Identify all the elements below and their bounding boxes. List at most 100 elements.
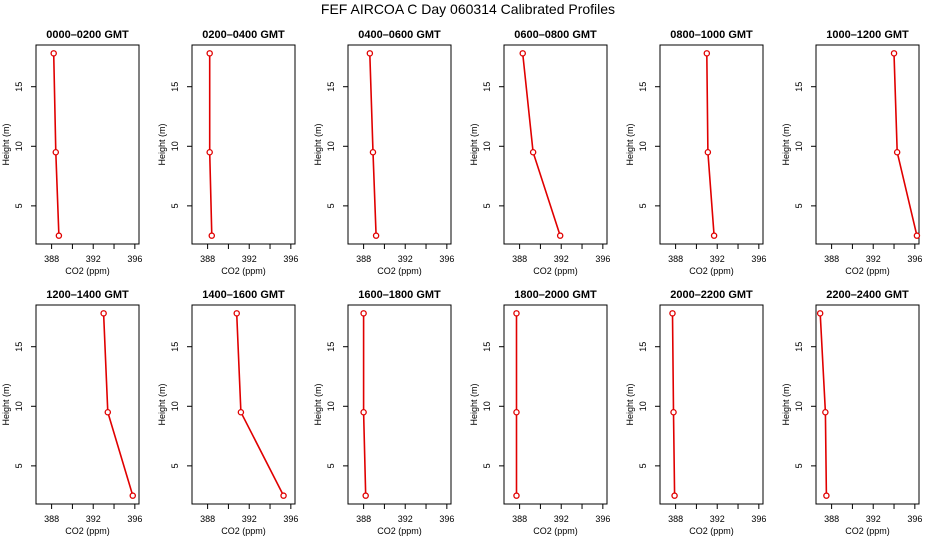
co2-profile-line — [521, 53, 561, 236]
y-tick-label: 10 — [794, 401, 804, 411]
data-point — [529, 148, 537, 156]
x-tick-label: 396 — [595, 254, 610, 264]
y-axis-label: Height (m) — [313, 123, 323, 165]
y-tick-label: 5 — [170, 463, 180, 468]
chart-title: 1800–2000 GMT — [514, 289, 597, 301]
x-tick-label: 396 — [595, 514, 610, 524]
y-axis-label: Height (m) — [781, 123, 791, 165]
plot-frame — [503, 304, 608, 505]
y-tick-label: 5 — [482, 203, 492, 208]
data-point — [100, 310, 107, 317]
data-point — [890, 50, 898, 57]
data-point — [519, 50, 526, 57]
chart-title: 1600–1800 GMT — [358, 289, 441, 301]
x-tick-label: 392 — [710, 254, 725, 264]
plot-frame — [347, 44, 452, 245]
data-point — [823, 492, 830, 499]
x-tick-label: 392 — [554, 254, 569, 264]
y-tick-label: 15 — [638, 342, 648, 352]
y-tick-label: 15 — [170, 342, 180, 352]
y-axis-label: Height (m) — [1, 383, 11, 425]
x-tick-label: 396 — [907, 254, 922, 264]
x-tick-label: 396 — [283, 514, 298, 524]
y-tick-label: 10 — [14, 141, 24, 151]
y-axis-label: Height (m) — [157, 123, 167, 165]
profile-chart: 1600–1800 GMT 388 392 396 5 10 15 CO2 (ppm) Heig… — [313, 289, 454, 536]
figure-title: FEF AIRCOA C Day 060314 Calibrated Profi… — [320, 1, 616, 17]
data-point — [556, 232, 564, 239]
data-point — [369, 148, 377, 156]
data-point — [372, 232, 380, 239]
y-axis-label: Height (m) — [625, 123, 635, 165]
data-point — [52, 148, 60, 156]
chart-title: 0000–0200 GMT — [46, 29, 129, 41]
y-tick-label: 10 — [482, 401, 492, 411]
x-tick-label: 392 — [866, 254, 881, 264]
x-axis-label: CO2 (ppm) — [377, 266, 422, 276]
chart-title: 0400–0600 GMT — [358, 29, 441, 41]
y-tick-label: 5 — [14, 203, 24, 208]
x-axis-label: CO2 (ppm) — [845, 526, 890, 536]
plot-frame — [503, 44, 608, 245]
x-tick-label: 396 — [439, 254, 454, 264]
data-point — [822, 408, 829, 416]
x-tick-label: 396 — [751, 514, 766, 524]
data-point — [513, 310, 520, 317]
y-tick-label: 10 — [638, 141, 648, 151]
x-tick-label: 392 — [242, 514, 257, 524]
x-tick-label: 396 — [439, 514, 454, 524]
x-tick-label: 388 — [44, 514, 59, 524]
x-tick-label: 392 — [86, 514, 101, 524]
y-axis-label: Height (m) — [469, 383, 479, 425]
chart-title: 2000–2200 GMT — [670, 289, 753, 301]
y-tick-label: 15 — [482, 82, 492, 92]
y-tick-label: 15 — [14, 342, 24, 352]
x-axis-label: CO2 (ppm) — [689, 266, 734, 276]
profile-chart: 0400–0600 GMT 388 392 396 5 10 15 CO2 (ppm) Heig… — [313, 29, 454, 276]
data-point — [710, 232, 718, 239]
profile-chart: 0800–1000 GMT 388 392 396 5 10 15 CO2 (ppm) Heig… — [625, 29, 766, 276]
x-tick-label: 388 — [668, 254, 683, 264]
y-tick-label: 5 — [170, 203, 180, 208]
profile-chart: 1400–1600 GMT 388 392 396 5 10 15 CO2 (ppm) Heig… — [157, 289, 298, 536]
y-tick-label: 15 — [638, 82, 648, 92]
x-axis-label: CO2 (ppm) — [65, 526, 110, 536]
y-tick-label: 5 — [638, 463, 648, 468]
chart-title: 1200–1400 GMT — [46, 289, 129, 301]
data-point — [206, 50, 213, 57]
profile-chart: 2000–2200 GMT 388 392 396 5 10 15 CO2 (ppm) Heig… — [625, 289, 766, 536]
co2-profile-line — [52, 53, 60, 236]
plot-frame — [659, 304, 764, 505]
plot-frame — [815, 44, 920, 245]
x-tick-label: 388 — [200, 254, 215, 264]
y-tick-label: 5 — [14, 463, 24, 468]
co2-profile-line — [893, 53, 918, 236]
y-axis-label: Height (m) — [625, 383, 635, 425]
profile-chart: 0600–0800 GMT 388 392 396 5 10 15 CO2 (ppm) Heig… — [469, 29, 610, 276]
chart-title: 0800–1000 GMT — [670, 29, 753, 41]
co2-profile-line — [369, 53, 377, 236]
x-axis-label: CO2 (ppm) — [221, 266, 266, 276]
y-tick-label: 10 — [326, 401, 336, 411]
co2-profile-line — [671, 313, 676, 496]
data-point — [816, 310, 824, 317]
plot-frame — [815, 304, 920, 505]
data-point — [669, 310, 676, 317]
y-tick-label: 5 — [794, 463, 804, 468]
y-tick-label: 15 — [170, 82, 180, 92]
co2-profile-line — [706, 53, 715, 236]
data-point — [366, 50, 374, 57]
y-axis-label: Height (m) — [469, 123, 479, 165]
data-point — [513, 492, 520, 499]
chart-title: 1400–1600 GMT — [202, 289, 285, 301]
x-tick-label: 392 — [86, 254, 101, 264]
x-tick-label: 396 — [283, 254, 298, 264]
co2-profile-line — [819, 313, 828, 496]
y-axis-label: Height (m) — [157, 383, 167, 425]
x-tick-label: 388 — [356, 254, 371, 264]
y-tick-label: 10 — [326, 141, 336, 151]
x-axis-label: CO2 (ppm) — [689, 526, 734, 536]
x-tick-label: 392 — [554, 514, 569, 524]
chart-title: 1000–1200 GMT — [826, 29, 909, 41]
plot-frame — [191, 44, 296, 245]
